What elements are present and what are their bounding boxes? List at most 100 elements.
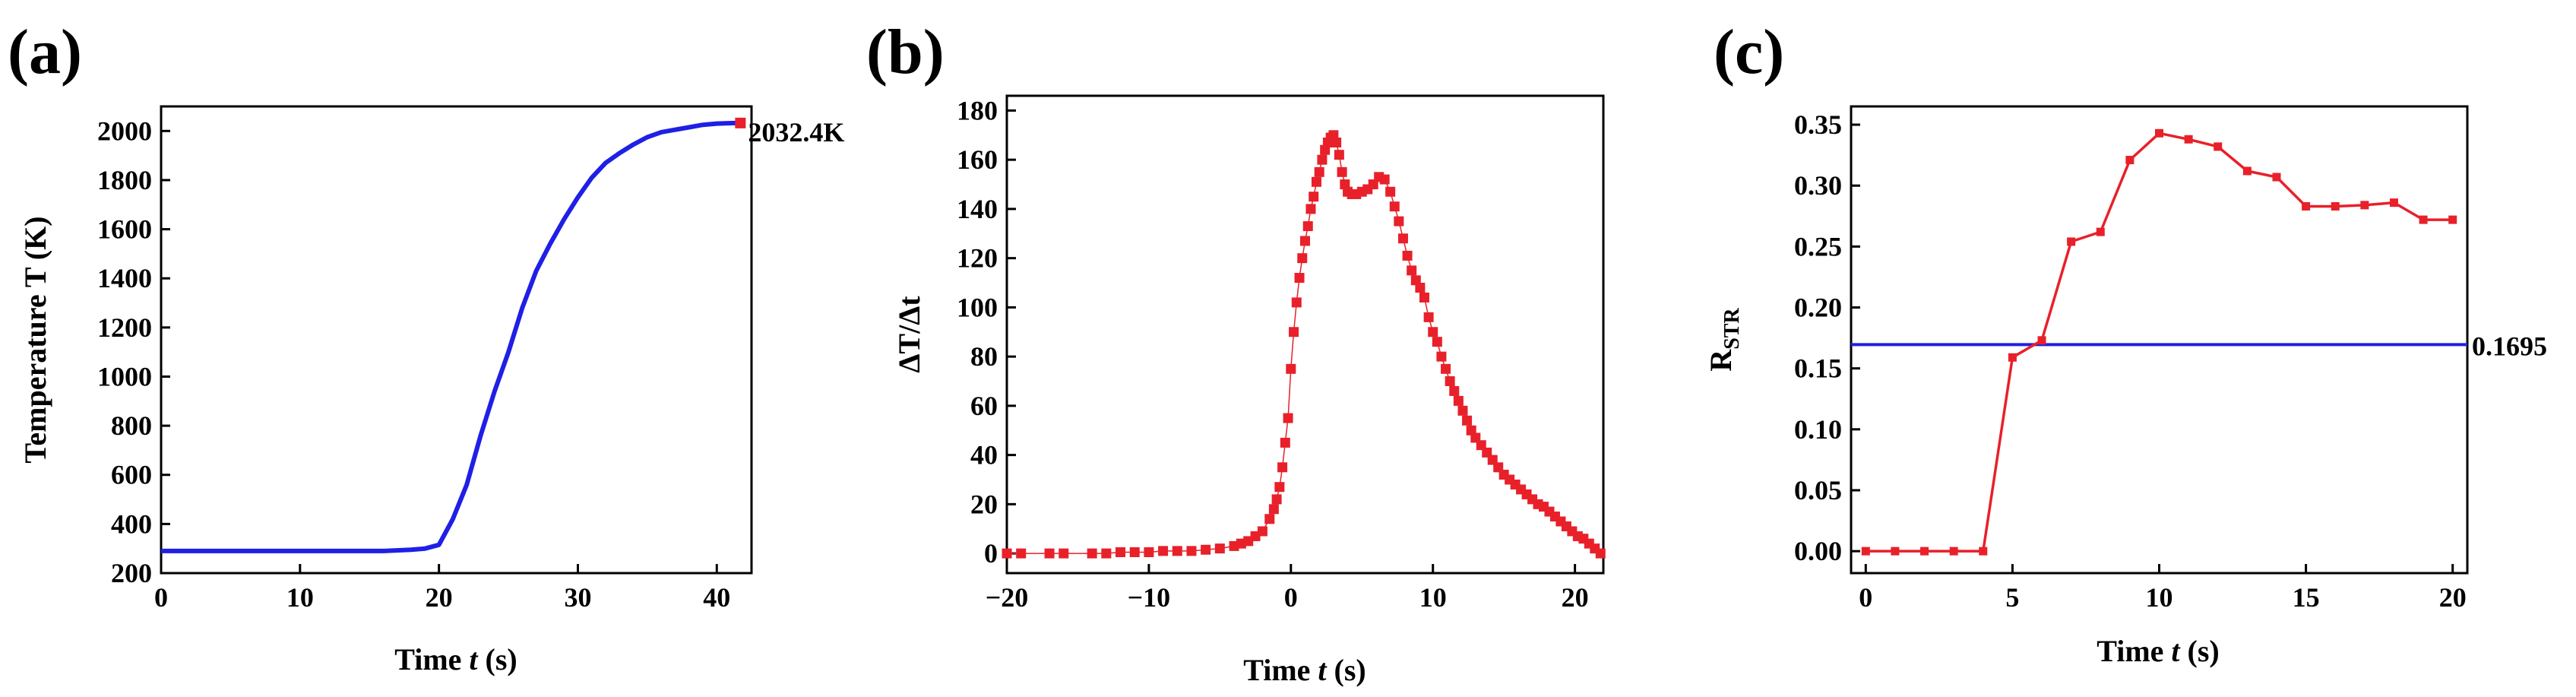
data-point — [1016, 548, 1027, 559]
panel-c-x-axis-title: Time t (s) — [2097, 634, 2220, 668]
data-point — [1264, 514, 1275, 524]
data-point — [1979, 547, 1988, 556]
data-point — [1311, 176, 1321, 187]
y-tick-label: 1400 — [97, 263, 152, 293]
data-point — [1407, 265, 1417, 276]
data-point — [1309, 192, 1319, 202]
panel-a-x-axis-title: Time t (s) — [394, 642, 517, 676]
data-point — [1294, 273, 1305, 284]
y-tick-label: 0.10 — [1794, 414, 1842, 445]
panel-b-label: (b) — [866, 17, 945, 87]
data-point — [1419, 292, 1429, 303]
y-tick-label: 120 — [957, 243, 998, 274]
data-point — [2272, 173, 2281, 182]
x-tick-label: 5 — [2005, 582, 2019, 613]
y-tick-label: 0.30 — [1794, 170, 1842, 201]
data-point — [2214, 142, 2223, 151]
data-point — [1087, 548, 1097, 559]
data-point — [1920, 547, 1929, 556]
series-line — [1007, 135, 1601, 554]
x-tick-label: 0 — [1284, 582, 1298, 613]
data-point — [1129, 547, 1140, 557]
reference-line-label: 0.1695 — [2472, 331, 2547, 361]
y-tick-label: 0.25 — [1794, 231, 1842, 261]
data-point — [1402, 250, 1413, 261]
x-tick-label: 10 — [1419, 582, 1447, 613]
y-tick-label: 800 — [111, 410, 152, 441]
y-tick-label: 0 — [984, 538, 998, 569]
data-point — [1116, 547, 1126, 557]
y-tick-label: 200 — [111, 558, 152, 588]
y-tick-label: 20 — [970, 489, 998, 519]
y-tick-label: 2000 — [97, 116, 152, 146]
data-point — [1445, 376, 1455, 387]
y-tick-label: 1800 — [97, 165, 152, 195]
data-point — [1277, 462, 1288, 473]
data-point — [1385, 186, 1396, 197]
y-tick-label: 600 — [111, 460, 152, 490]
data-point — [2096, 227, 2105, 236]
data-point — [1394, 216, 1404, 227]
x-tick-label: 0 — [154, 582, 168, 613]
data-point — [1861, 547, 1870, 556]
data-point — [1441, 363, 1451, 374]
y-tick-label: 180 — [957, 95, 998, 125]
y-tick-label: 160 — [957, 144, 998, 175]
data-point — [1389, 201, 1400, 212]
data-point — [2125, 156, 2135, 165]
data-point — [2155, 128, 2163, 138]
data-point — [1397, 233, 1408, 244]
panel-a-y-axis-title: Temperature T (K) — [18, 216, 52, 463]
y-tick-label: 0.20 — [1794, 293, 1842, 323]
x-tick-label: 40 — [703, 582, 730, 613]
data-point — [1271, 494, 1282, 505]
data-point — [1415, 282, 1426, 293]
data-point — [2242, 166, 2252, 176]
panel-c-plot-frame — [1850, 105, 2469, 575]
x-tick-label: 20 — [2439, 582, 2467, 613]
data-point — [1144, 547, 1154, 557]
data-point — [1002, 548, 1012, 559]
data-point — [1214, 543, 1225, 554]
data-point — [1305, 204, 1316, 214]
panel-b-plot-frame — [1005, 94, 1605, 575]
data-point — [1453, 395, 1464, 406]
data-point — [1158, 546, 1169, 556]
data-point — [1423, 312, 1434, 322]
peak-annotation: 2032.4K — [748, 117, 844, 147]
data-point — [1186, 546, 1197, 556]
data-point — [2331, 201, 2340, 211]
data-point — [1291, 297, 1302, 308]
x-tick-label: −20 — [986, 582, 1029, 613]
y-tick-label: 0.05 — [1794, 475, 1842, 505]
data-point — [2360, 201, 2369, 210]
data-point — [1274, 482, 1285, 493]
data-point — [1432, 337, 1442, 347]
x-tick-label: 15 — [2293, 582, 2320, 613]
data-point — [1101, 548, 1112, 559]
x-tick-label: 20 — [426, 582, 453, 613]
x-tick-label: 30 — [564, 582, 591, 613]
y-tick-label: 1600 — [97, 214, 152, 245]
data-point — [1289, 327, 1299, 337]
data-point — [1331, 138, 1342, 148]
panel-a-temperature-chart: (a) 0 10 20 30 40 200 400 600 800 1000 1200 1400 160… — [8, 17, 844, 676]
y-tick-label: 0.35 — [1794, 109, 1842, 140]
panel-b-x-axis-title: Time t (s) — [1243, 653, 1366, 687]
data-point — [2419, 215, 2428, 224]
peak-point — [735, 117, 746, 128]
data-point — [1449, 385, 1460, 396]
panel-a-label: (a) — [8, 17, 82, 87]
series-line — [1866, 131, 2453, 553]
data-point — [1286, 363, 1296, 374]
data-point — [1334, 150, 1344, 160]
x-tick-label: 0 — [1859, 582, 1872, 613]
y-tick-label: 140 — [957, 194, 998, 224]
panel-c-label: (c) — [1714, 17, 1784, 87]
data-point — [1436, 351, 1447, 362]
data-point — [1059, 548, 1069, 559]
data-point — [1457, 405, 1468, 416]
data-point — [2389, 198, 2398, 208]
y-tick-label: 80 — [970, 341, 998, 372]
